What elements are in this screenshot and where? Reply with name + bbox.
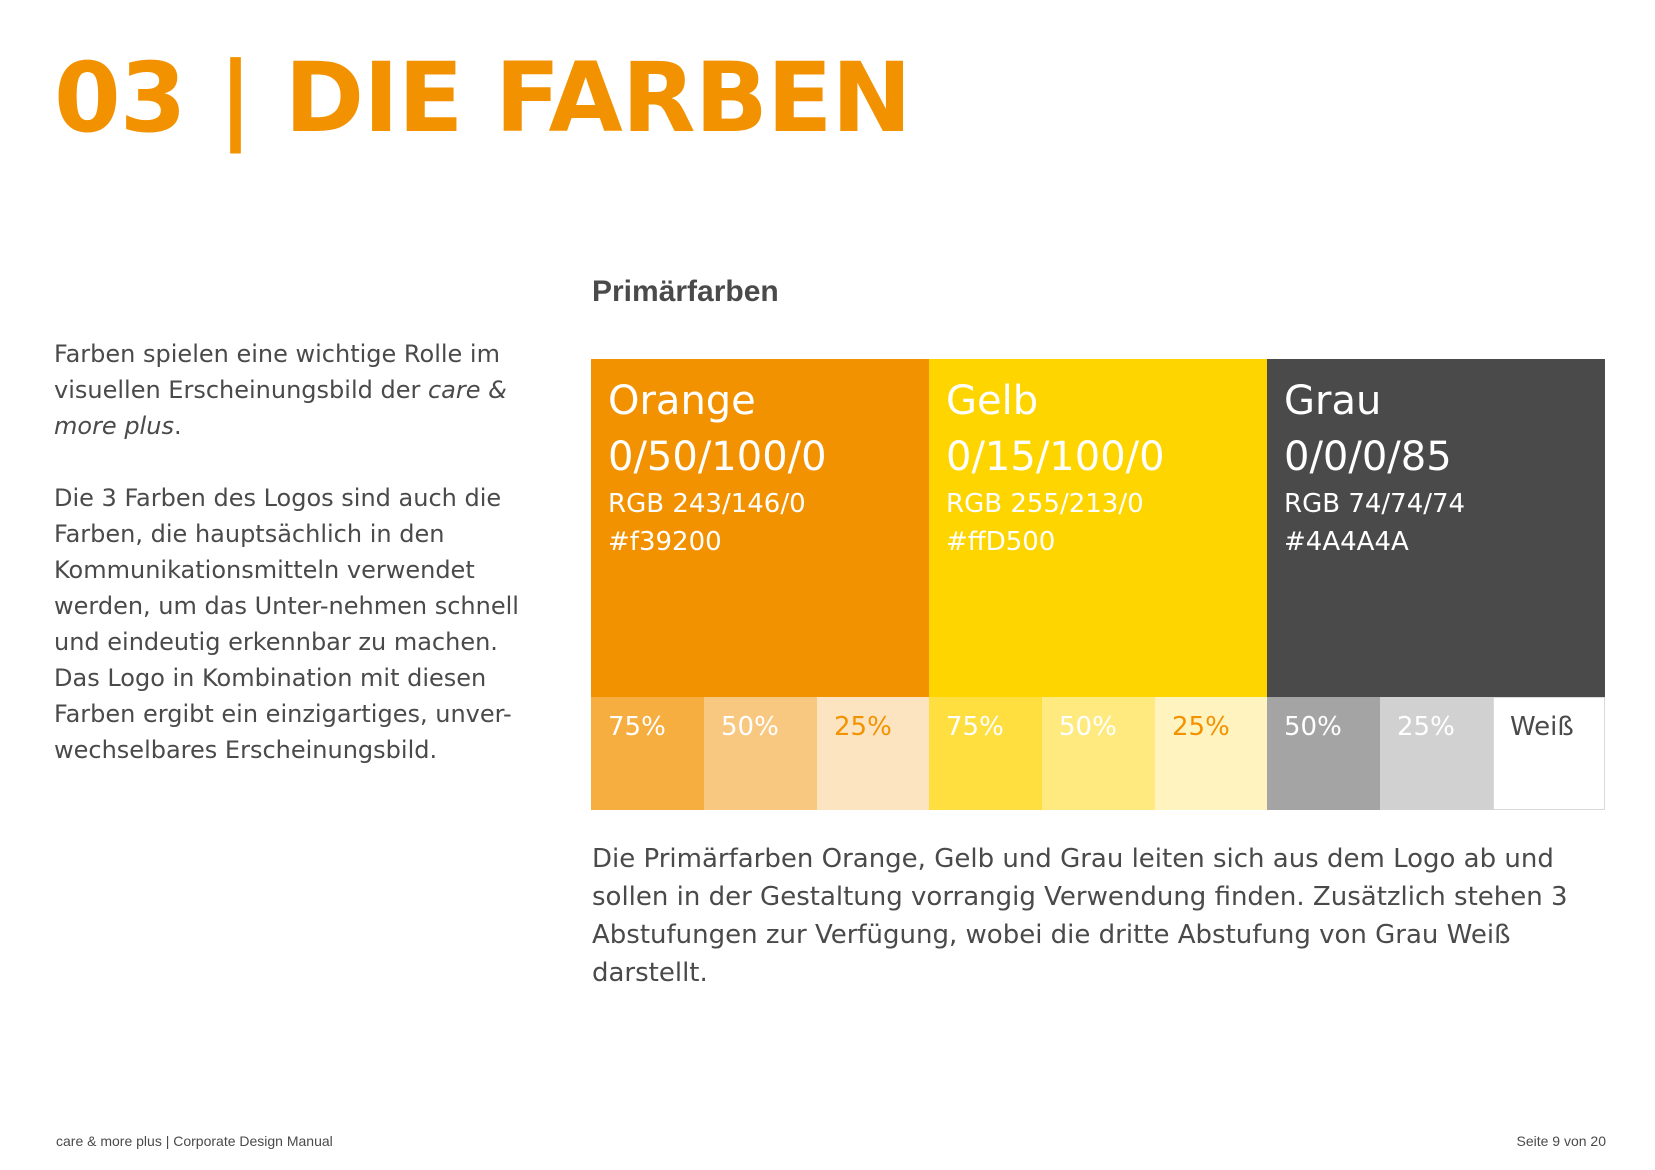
- intro-text: Farben spielen eine wichtige Rolle im vi…: [54, 336, 524, 768]
- tint-orange-50: 50%: [704, 697, 817, 810]
- tint-grau-25: 25%: [1380, 697, 1493, 810]
- swatch-hex: #f39200: [608, 527, 722, 557]
- swatch-name: Grau: [1284, 378, 1382, 424]
- swatch-name: Gelb: [946, 378, 1039, 424]
- primary-colors-description: Die Primärfarben Orange, Gelb und Grau l…: [592, 844, 1568, 988]
- swatch-gelb: Gelb 0/15/100/0 RGB 255/213/0 #ffD500: [929, 359, 1267, 697]
- swatch-cmyk: 0/0/0/85: [1284, 434, 1452, 480]
- swatch-hex: #4A4A4A: [1284, 527, 1409, 557]
- intro-paragraph-1-end: .: [173, 412, 182, 440]
- tint-orange-75: 75%: [591, 697, 704, 810]
- tint-gelb-25: 25%: [1155, 697, 1267, 810]
- swatch-rgb: RGB 243/146/0: [608, 489, 806, 519]
- swatch-rgb: RGB 74/74/74: [1284, 489, 1466, 519]
- tint-gelb-75: 75%: [929, 697, 1042, 810]
- swatch-orange: Orange 0/50/100/0 RGB 243/146/0 #f39200: [591, 359, 929, 697]
- swatch-name: Orange: [608, 378, 756, 424]
- intro-paragraph-2: Die 3 Farben des Logos sind auch die Far…: [54, 484, 519, 764]
- color-palette: Orange 0/50/100/0 RGB 243/146/0 #f39200 …: [591, 359, 1605, 810]
- swatch-rgb: RGB 255/213/0: [946, 489, 1144, 519]
- intro-paragraph-1-text: Farben spielen eine wichtige Rolle im vi…: [54, 340, 500, 404]
- tint-weiss: Weiß: [1493, 697, 1605, 810]
- page-title: 03 | DIE FARBEN: [54, 42, 912, 154]
- swatch-grau: Grau 0/0/0/85 RGB 74/74/74 #4A4A4A: [1267, 359, 1605, 697]
- footer-document-title: care & more plus | Corporate Design Manu…: [56, 1133, 333, 1149]
- brand-name: care & more plus: [54, 376, 507, 440]
- tint-gelb-50: 50%: [1042, 697, 1155, 810]
- intro-paragraph-1: Farben spielen eine wichtige Rolle im vi…: [54, 336, 524, 444]
- tint-orange-25: 25%: [817, 697, 929, 810]
- swatch-cmyk: 0/50/100/0: [608, 434, 827, 480]
- section-heading-primary-colors: Primärfarben: [592, 275, 779, 308]
- tint-grau-50: 50%: [1267, 697, 1380, 810]
- footer-page-number: Seite 9 von 20: [1516, 1133, 1606, 1149]
- swatch-hex: #ffD500: [946, 527, 1056, 557]
- swatch-cmyk: 0/15/100/0: [946, 434, 1165, 480]
